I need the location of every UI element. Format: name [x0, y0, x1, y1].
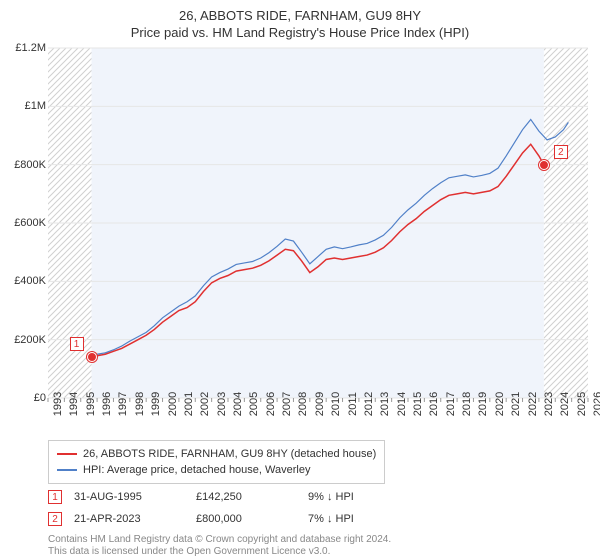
- x-axis-label: 2017: [445, 392, 457, 416]
- x-axis-label: 2012: [363, 392, 375, 416]
- x-axis-label: 2015: [412, 392, 424, 416]
- x-axis-label: 2018: [461, 392, 473, 416]
- footnote-line-1: Contains HM Land Registry data © Crown c…: [48, 534, 391, 546]
- legend-label: 26, ABBOTS RIDE, FARNHAM, GU9 8HY (detac…: [83, 446, 376, 462]
- data-table: 1 31-AUG-1995 £142,250 9% ↓ HPI 2 21-APR…: [48, 486, 388, 530]
- y-axis-label: £1.2M: [15, 42, 46, 54]
- x-axis-label: 1996: [101, 392, 113, 416]
- legend: 26, ABBOTS RIDE, FARNHAM, GU9 8HY (detac…: [48, 440, 385, 484]
- row-pct: 7% ↓ HPI: [308, 513, 388, 525]
- y-axis-label: £0: [34, 392, 46, 404]
- x-axis-label: 2021: [510, 392, 522, 416]
- x-axis-label: 2001: [183, 392, 195, 416]
- legend-label: HPI: Average price, detached house, Wave…: [83, 462, 310, 478]
- plot-area: 12: [48, 48, 588, 398]
- x-axis-label: 2014: [396, 392, 408, 416]
- legend-swatch: [57, 453, 77, 455]
- x-axis-label: 2026: [592, 392, 600, 416]
- x-axis-label: 2000: [167, 392, 179, 416]
- x-axis-label: 2013: [379, 392, 391, 416]
- footnote: Contains HM Land Registry data © Crown c…: [48, 534, 391, 558]
- x-axis-label: 2006: [265, 392, 277, 416]
- row-pct: 9% ↓ HPI: [308, 491, 388, 503]
- x-axis-label: 1994: [68, 392, 80, 416]
- y-axis-label: £800K: [14, 159, 46, 171]
- chart-container: 26, ABBOTS RIDE, FARNHAM, GU9 8HY Price …: [0, 0, 600, 560]
- x-axis-label: 1993: [52, 392, 64, 416]
- x-axis-label: 2016: [428, 392, 440, 416]
- x-axis-label: 2010: [330, 392, 342, 416]
- chart-subtitle: Price paid vs. HM Land Registry's House …: [0, 23, 600, 46]
- line-series: [48, 48, 588, 398]
- x-axis-label: 2007: [281, 392, 293, 416]
- legend-item: HPI: Average price, detached house, Wave…: [57, 462, 376, 478]
- x-axis-label: 2003: [216, 392, 228, 416]
- data-point: [539, 160, 549, 170]
- x-axis-label: 1999: [150, 392, 162, 416]
- x-axis-label: 1995: [85, 392, 97, 416]
- x-axis-label: 2002: [199, 392, 211, 416]
- data-point: [87, 352, 97, 362]
- x-axis-label: 1998: [134, 392, 146, 416]
- x-axis-label: 2008: [297, 392, 309, 416]
- row-date: 31-AUG-1995: [74, 491, 184, 503]
- x-axis-label: 2020: [494, 392, 506, 416]
- y-axis-label: £600K: [14, 217, 46, 229]
- footnote-line-2: This data is licensed under the Open Gov…: [48, 546, 391, 558]
- row-price: £142,250: [196, 491, 296, 503]
- chart-marker: 1: [70, 337, 84, 351]
- chart-title: 26, ABBOTS RIDE, FARNHAM, GU9 8HY: [0, 0, 600, 23]
- x-axis-label: 2022: [527, 392, 539, 416]
- legend-swatch: [57, 469, 77, 471]
- row-date: 21-APR-2023: [74, 513, 184, 525]
- x-axis-label: 2005: [248, 392, 260, 416]
- table-row: 1 31-AUG-1995 £142,250 9% ↓ HPI: [48, 486, 388, 508]
- table-row: 2 21-APR-2023 £800,000 7% ↓ HPI: [48, 508, 388, 530]
- x-axis-label: 2009: [314, 392, 326, 416]
- row-marker: 2: [48, 512, 62, 526]
- row-marker: 1: [48, 490, 62, 504]
- y-axis-label: £400K: [14, 275, 46, 287]
- x-axis-label: 2004: [232, 392, 244, 416]
- x-axis-label: 2011: [347, 392, 359, 416]
- x-axis-label: 2019: [477, 392, 489, 416]
- x-axis-label: 2025: [576, 392, 588, 416]
- row-price: £800,000: [196, 513, 296, 525]
- y-axis-label: £200K: [14, 334, 46, 346]
- legend-item: 26, ABBOTS RIDE, FARNHAM, GU9 8HY (detac…: [57, 446, 376, 462]
- x-axis-label: 2023: [543, 392, 555, 416]
- x-axis-label: 2024: [559, 392, 571, 416]
- chart-marker: 2: [554, 145, 568, 159]
- x-axis-label: 1997: [117, 392, 129, 416]
- y-axis-label: £1M: [25, 100, 46, 112]
